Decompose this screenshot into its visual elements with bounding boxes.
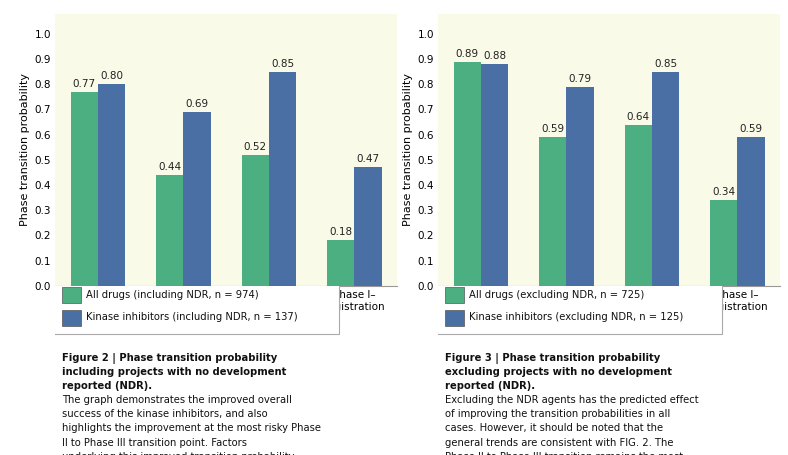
Text: underlying this improved transition probability: underlying this improved transition prob…: [62, 452, 295, 455]
Bar: [454, 61, 481, 286]
Text: 0.89: 0.89: [455, 49, 479, 59]
Text: success of the kinase inhibitors, and also: success of the kinase inhibitors, and al…: [62, 410, 268, 420]
Y-axis label: Phase transition probability: Phase transition probability: [20, 73, 30, 226]
Bar: [269, 71, 296, 286]
Text: reported (NDR).: reported (NDR).: [62, 381, 152, 391]
Text: 0.59: 0.59: [739, 124, 763, 134]
Bar: [625, 125, 652, 286]
Text: Excluding the NDR agents has the predicted effect: Excluding the NDR agents has the predict…: [445, 395, 699, 405]
X-axis label: Transition stage: Transition stage: [562, 317, 656, 330]
Bar: [567, 87, 594, 286]
Text: cases. However, it should be noted that the: cases. However, it should be noted that …: [445, 424, 663, 434]
Text: Kinase inhibitors (excluding NDR, n = 125): Kinase inhibitors (excluding NDR, n = 12…: [469, 312, 683, 322]
Text: of improving the transition probabilities in all: of improving the transition probabilitie…: [445, 410, 671, 420]
Bar: [156, 175, 184, 286]
Text: All drugs (including NDR, n = 974): All drugs (including NDR, n = 974): [86, 290, 258, 299]
Text: 0.85: 0.85: [271, 59, 294, 69]
Y-axis label: Phase transition probability: Phase transition probability: [403, 73, 414, 226]
FancyBboxPatch shape: [52, 283, 339, 334]
Text: 0.88: 0.88: [483, 51, 506, 61]
Bar: [539, 137, 567, 286]
Text: 0.52: 0.52: [243, 142, 267, 152]
Bar: [71, 92, 98, 286]
Bar: [184, 112, 210, 286]
Text: Phase II to Phase III transition remains the most: Phase II to Phase III transition remains…: [445, 452, 683, 455]
Text: Figure 2 | Phase transition probability: Figure 2 | Phase transition probability: [62, 353, 277, 364]
Bar: [241, 155, 269, 286]
Text: 0.47: 0.47: [356, 154, 380, 164]
Text: The graph demonstrates the improved overall: The graph demonstrates the improved over…: [62, 395, 292, 405]
FancyBboxPatch shape: [435, 283, 722, 334]
Text: excluding projects with no development: excluding projects with no development: [445, 367, 672, 377]
FancyBboxPatch shape: [445, 310, 464, 326]
Text: 0.85: 0.85: [654, 59, 677, 69]
Text: reported (NDR).: reported (NDR).: [445, 381, 535, 391]
Bar: [98, 84, 125, 286]
Text: 0.44: 0.44: [158, 162, 181, 172]
Text: 0.80: 0.80: [100, 71, 123, 81]
Text: All drugs (excluding NDR, n = 725): All drugs (excluding NDR, n = 725): [469, 290, 644, 299]
Text: 0.77: 0.77: [72, 79, 96, 89]
Text: including projects with no development: including projects with no development: [62, 367, 286, 377]
Bar: [355, 167, 381, 286]
Text: II to Phase III transition point. Factors: II to Phase III transition point. Factor…: [62, 438, 247, 448]
Text: general trends are consistent with FIG. 2. The: general trends are consistent with FIG. …: [445, 438, 674, 448]
Bar: [738, 137, 764, 286]
Text: Figure 3 | Phase transition probability: Figure 3 | Phase transition probability: [445, 353, 660, 364]
FancyBboxPatch shape: [445, 288, 464, 303]
Text: 0.18: 0.18: [329, 228, 352, 238]
Text: 0.79: 0.79: [568, 74, 592, 84]
FancyBboxPatch shape: [62, 288, 81, 303]
Text: 0.34: 0.34: [712, 187, 735, 197]
Text: highlights the improvement at the most risky Phase: highlights the improvement at the most r…: [62, 424, 321, 434]
Bar: [710, 200, 738, 286]
Bar: [652, 71, 679, 286]
Bar: [481, 64, 508, 286]
Text: 0.69: 0.69: [185, 99, 209, 109]
FancyBboxPatch shape: [62, 310, 81, 326]
Bar: [327, 240, 355, 286]
Text: Kinase inhibitors (including NDR, n = 137): Kinase inhibitors (including NDR, n = 13…: [86, 312, 298, 322]
X-axis label: Transition stage: Transition stage: [179, 317, 273, 330]
Text: 0.59: 0.59: [541, 124, 564, 134]
Text: 0.64: 0.64: [626, 111, 650, 121]
